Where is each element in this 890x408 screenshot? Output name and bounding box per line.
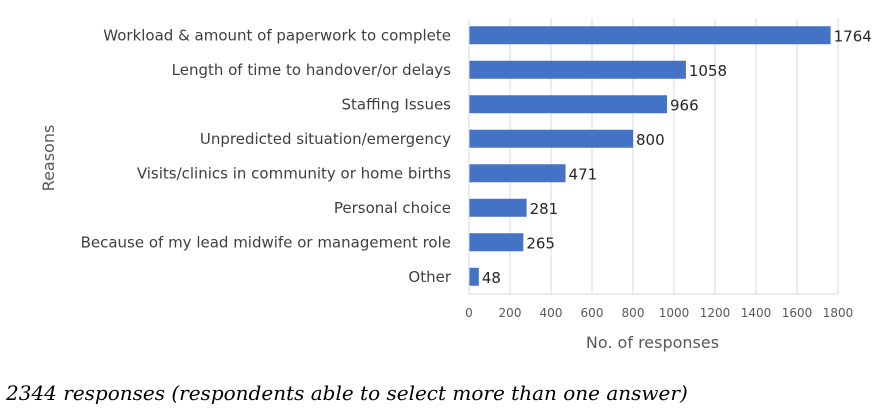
bar-chart: Workload & amount of paperwork to comple… — [39, 18, 872, 352]
x-axis-title: No. of responses — [586, 333, 719, 352]
bar — [469, 198, 527, 217]
bars — [469, 26, 831, 286]
bar — [469, 233, 524, 252]
data-label: 1058 — [689, 62, 727, 80]
x-tick-label: 1400 — [741, 306, 772, 320]
bar — [469, 164, 566, 183]
data-label: 265 — [526, 234, 555, 252]
category-label: Workload & amount of paperwork to comple… — [103, 26, 451, 44]
category-label: Because of my lead midwife or management… — [81, 233, 451, 251]
x-tick-label: 800 — [622, 306, 645, 320]
x-tick-label: 1600 — [782, 306, 813, 320]
data-label: 966 — [670, 96, 699, 114]
x-tick-label: 1000 — [659, 306, 690, 320]
x-tick-label: 1800 — [823, 306, 854, 320]
x-tick-labels: 0 200 400 600 800 1000 1200 1400 1600 1800 — [465, 306, 853, 320]
data-label: 48 — [482, 269, 501, 287]
category-label: Visits/clinics in community or home birt… — [137, 164, 451, 182]
data-label: 800 — [636, 131, 665, 149]
x-tick-label: 600 — [581, 306, 604, 320]
x-tick-label: 0 — [465, 306, 473, 320]
bar — [469, 267, 479, 286]
category-label: Personal choice — [334, 199, 451, 217]
category-labels: Workload & amount of paperwork to comple… — [81, 26, 452, 286]
gridlines — [469, 18, 839, 295]
value-labels: 1764 1058 966 800 471 281 265 48 — [482, 27, 872, 287]
bar — [469, 60, 686, 79]
data-label: 1764 — [834, 27, 872, 45]
category-label: Staffing Issues — [342, 95, 452, 113]
data-label: 281 — [530, 200, 559, 218]
y-axis-title: Reasons — [39, 125, 58, 192]
bar — [469, 26, 831, 45]
x-tick-label: 400 — [540, 306, 563, 320]
category-label: Other — [408, 268, 451, 286]
bar — [469, 129, 633, 148]
bar — [469, 95, 668, 114]
data-label: 471 — [569, 165, 598, 183]
x-tick-label: 1200 — [700, 306, 731, 320]
chart-caption: 2344 responses (respondents able to sele… — [6, 381, 688, 405]
category-label: Length of time to handover/or delays — [172, 61, 452, 79]
x-tick-label: 200 — [499, 306, 522, 320]
category-label: Unpredicted situation/emergency — [200, 130, 451, 148]
